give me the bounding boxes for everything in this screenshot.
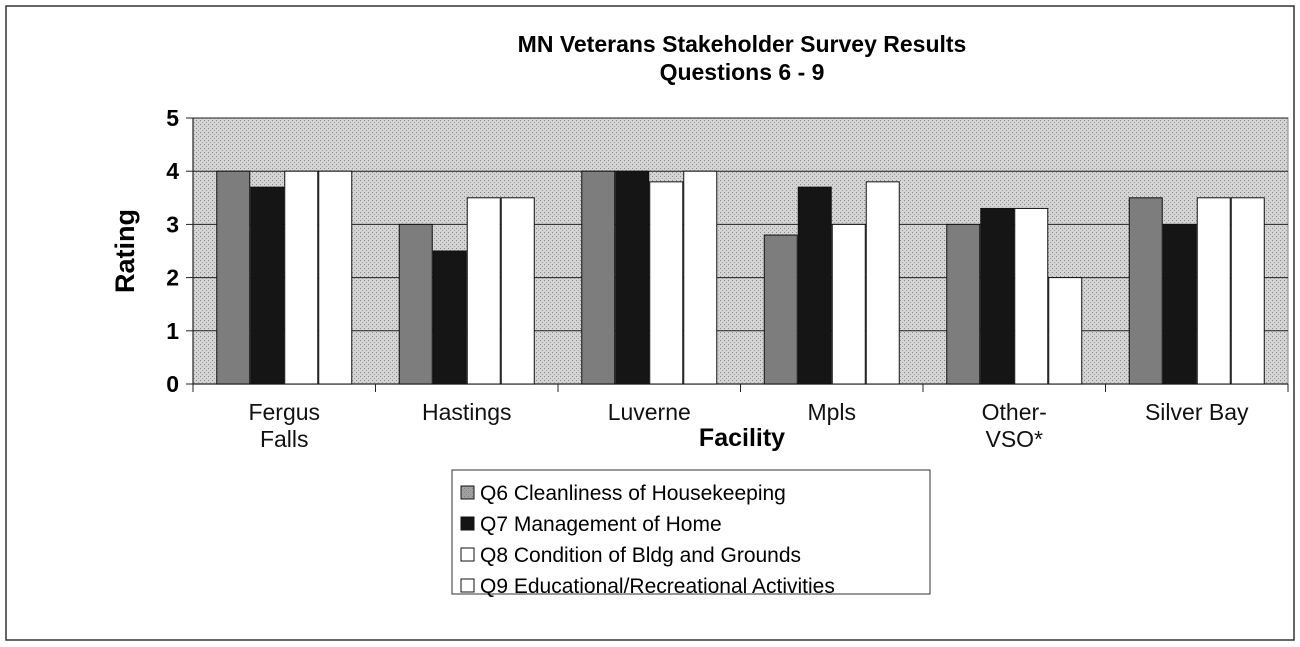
legend-label: Q7 Management of Home — [480, 513, 722, 536]
bar — [216, 170, 251, 385]
bar — [649, 181, 684, 385]
bar — [318, 170, 353, 385]
y-tick-label: 5 — [166, 105, 179, 131]
y-tick-label: 2 — [166, 265, 179, 291]
bar — [1014, 207, 1049, 385]
bar — [1162, 223, 1197, 385]
legend-swatch — [460, 547, 475, 562]
y-tick-label: 4 — [166, 158, 179, 184]
bar — [1048, 277, 1083, 385]
legend-swatch — [460, 516, 475, 531]
bar — [865, 181, 900, 385]
bar — [683, 170, 718, 385]
chart-subtitle: Questions 6 - 9 — [660, 59, 825, 85]
bar — [466, 197, 501, 385]
bar — [980, 207, 1015, 385]
plot-area — [192, 117, 1289, 385]
legend-label: Q8 Condition of Bldg and Grounds — [480, 544, 801, 567]
x-axis-title: Facility — [699, 424, 785, 452]
bar — [432, 250, 467, 385]
bar — [398, 223, 433, 385]
legend-swatch-tone — [460, 485, 475, 500]
bar — [1230, 197, 1265, 385]
legend-label: Q9 Educational/Recreational Activities — [480, 575, 835, 598]
bar — [284, 170, 319, 385]
bar — [763, 234, 798, 385]
x-tick-label: Mpls — [807, 399, 857, 425]
bar — [1196, 197, 1231, 385]
chart-title: MN Veterans Stakeholder Survey Results — [518, 31, 967, 57]
bar — [500, 197, 535, 385]
bar — [831, 223, 866, 385]
y-tick-label: 3 — [166, 211, 179, 237]
x-tick-label: Hastings — [422, 399, 512, 425]
bar — [615, 170, 650, 385]
y-tick-label: 0 — [166, 371, 179, 397]
legend-swatch — [460, 578, 475, 593]
bar — [581, 170, 616, 385]
x-tick-label: Fergus Falls — [248, 399, 321, 452]
x-tick-label: Other-VSO* — [981, 399, 1047, 452]
bar — [797, 186, 832, 385]
legend-label: Q6 Cleanliness of Housekeeping — [480, 482, 786, 505]
x-tick-label: Luverne — [607, 399, 691, 425]
legend-box — [451, 469, 931, 595]
bar — [250, 186, 285, 385]
y-axis-title: Rating — [110, 209, 140, 293]
bar — [946, 223, 981, 385]
x-tick-label: Silver Bay — [1144, 399, 1249, 425]
bar — [1128, 197, 1163, 385]
y-tick-label: 1 — [166, 318, 179, 344]
